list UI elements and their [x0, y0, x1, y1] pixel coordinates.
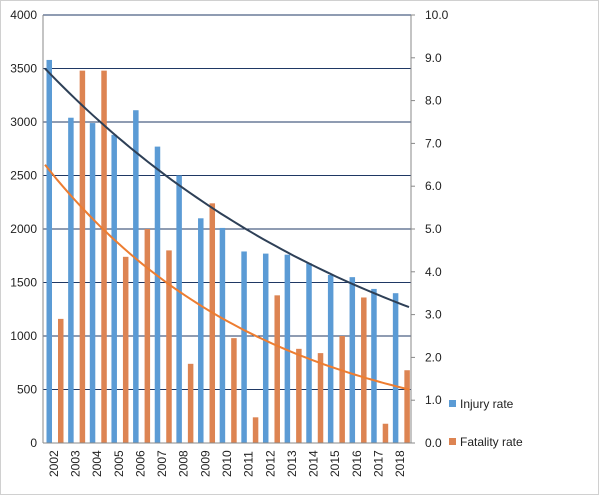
bar-injury-rate — [306, 263, 312, 443]
bar-fatality-rate — [339, 336, 345, 443]
x-tick-label: 2006 — [133, 450, 147, 477]
bar-fatality-rate — [317, 353, 324, 443]
x-tick-label: 2012 — [263, 450, 277, 477]
bar-fatality-rate — [187, 363, 194, 443]
y-left-tick-label: 4000 — [10, 8, 37, 22]
bar-fatality-rate — [361, 297, 367, 443]
bar-fatality-rate — [79, 70, 86, 443]
bar-injury-rate — [371, 288, 377, 443]
bar-fatality-rate — [101, 70, 107, 443]
x-tick-label: 2015 — [328, 450, 342, 477]
legend-label: Injury rate — [460, 397, 514, 411]
bar-fatality-rate — [274, 295, 280, 443]
x-tick-label: 2009 — [198, 450, 212, 477]
trendline-fatality-rate — [44, 164, 410, 391]
bar-fatality-rate — [382, 423, 389, 443]
y-right-tick-label: 7.0 — [425, 136, 442, 150]
bar-injury-rate — [219, 227, 226, 443]
bar-fatality-rate — [58, 318, 64, 443]
y-right-tick-label: 4.0 — [425, 265, 442, 279]
bar-injury-rate — [89, 123, 96, 443]
legend-swatch — [449, 400, 456, 407]
y-right-tick-label: 9.0 — [425, 51, 442, 65]
bar-injury-rate — [133, 110, 139, 443]
y-left-tick-label: 1500 — [10, 276, 37, 290]
bar-fatality-rate — [231, 338, 237, 443]
y-left-tick-label: 0 — [30, 436, 37, 450]
y-right-tick-label: 8.0 — [425, 94, 442, 108]
bar-injury-rate — [327, 275, 334, 443]
y-left-tick-label: 3500 — [10, 62, 37, 76]
trendline-injury-rate — [44, 67, 410, 309]
x-tick-label: 2013 — [285, 450, 299, 477]
x-tick-label: 2004 — [90, 450, 104, 477]
y-left-tick-label: 500 — [17, 383, 37, 397]
bar-fatality-rate — [122, 256, 129, 443]
bar-injury-rate — [176, 175, 182, 443]
bar-fatality-rate — [209, 203, 216, 443]
bar-injury-rate — [241, 251, 247, 443]
bar-injury-rate — [68, 117, 74, 443]
x-tick-label: 2018 — [393, 450, 407, 477]
y-left-tick-label: 2000 — [10, 222, 37, 236]
bar-injury-rate — [392, 293, 399, 443]
bar-fatality-rate — [296, 348, 302, 443]
legend-swatch — [449, 438, 456, 445]
legend-label: Fatality rate — [460, 435, 523, 449]
bar-fatality-rate — [252, 417, 259, 443]
x-tick-label: 2007 — [155, 450, 169, 477]
y-left-tick-label: 2500 — [10, 169, 37, 183]
y-left-tick-label: 1000 — [10, 329, 37, 343]
bar-injury-rate — [349, 277, 356, 443]
x-tick-label: 2008 — [177, 450, 191, 477]
y-right-tick-label: 10.0 — [425, 8, 449, 22]
bar-injury-rate — [46, 59, 52, 443]
y-right-tick-label: 2.0 — [425, 350, 442, 364]
bar-fatality-rate — [144, 229, 151, 443]
y-right-tick-label: 5.0 — [425, 222, 442, 236]
bar-fatality-rate — [166, 250, 172, 443]
bar-injury-rate — [154, 146, 161, 444]
y-right-tick-label: 0.0 — [425, 436, 442, 450]
bar-injury-rate — [111, 134, 117, 443]
bar-injury-rate — [284, 254, 291, 443]
x-tick-label: 2005 — [112, 450, 126, 477]
bar-fatality-rate — [404, 370, 410, 443]
y-right-tick-label: 1.0 — [425, 393, 442, 407]
bar-injury-rate — [198, 218, 204, 443]
x-tick-label: 2010 — [220, 450, 234, 477]
y-right-tick-label: 6.0 — [425, 179, 442, 193]
x-tick-label: 2014 — [307, 450, 321, 477]
x-tick-label: 2016 — [350, 450, 364, 477]
x-tick-label: 2002 — [47, 450, 61, 477]
x-tick-label: 2011 — [242, 451, 256, 477]
y-right-tick-label: 3.0 — [425, 308, 442, 322]
x-tick-label: 2017 — [372, 450, 386, 477]
bar-injury-rate — [262, 253, 269, 443]
y-left-tick-label: 3000 — [10, 115, 37, 129]
x-tick-label: 2003 — [68, 450, 82, 477]
